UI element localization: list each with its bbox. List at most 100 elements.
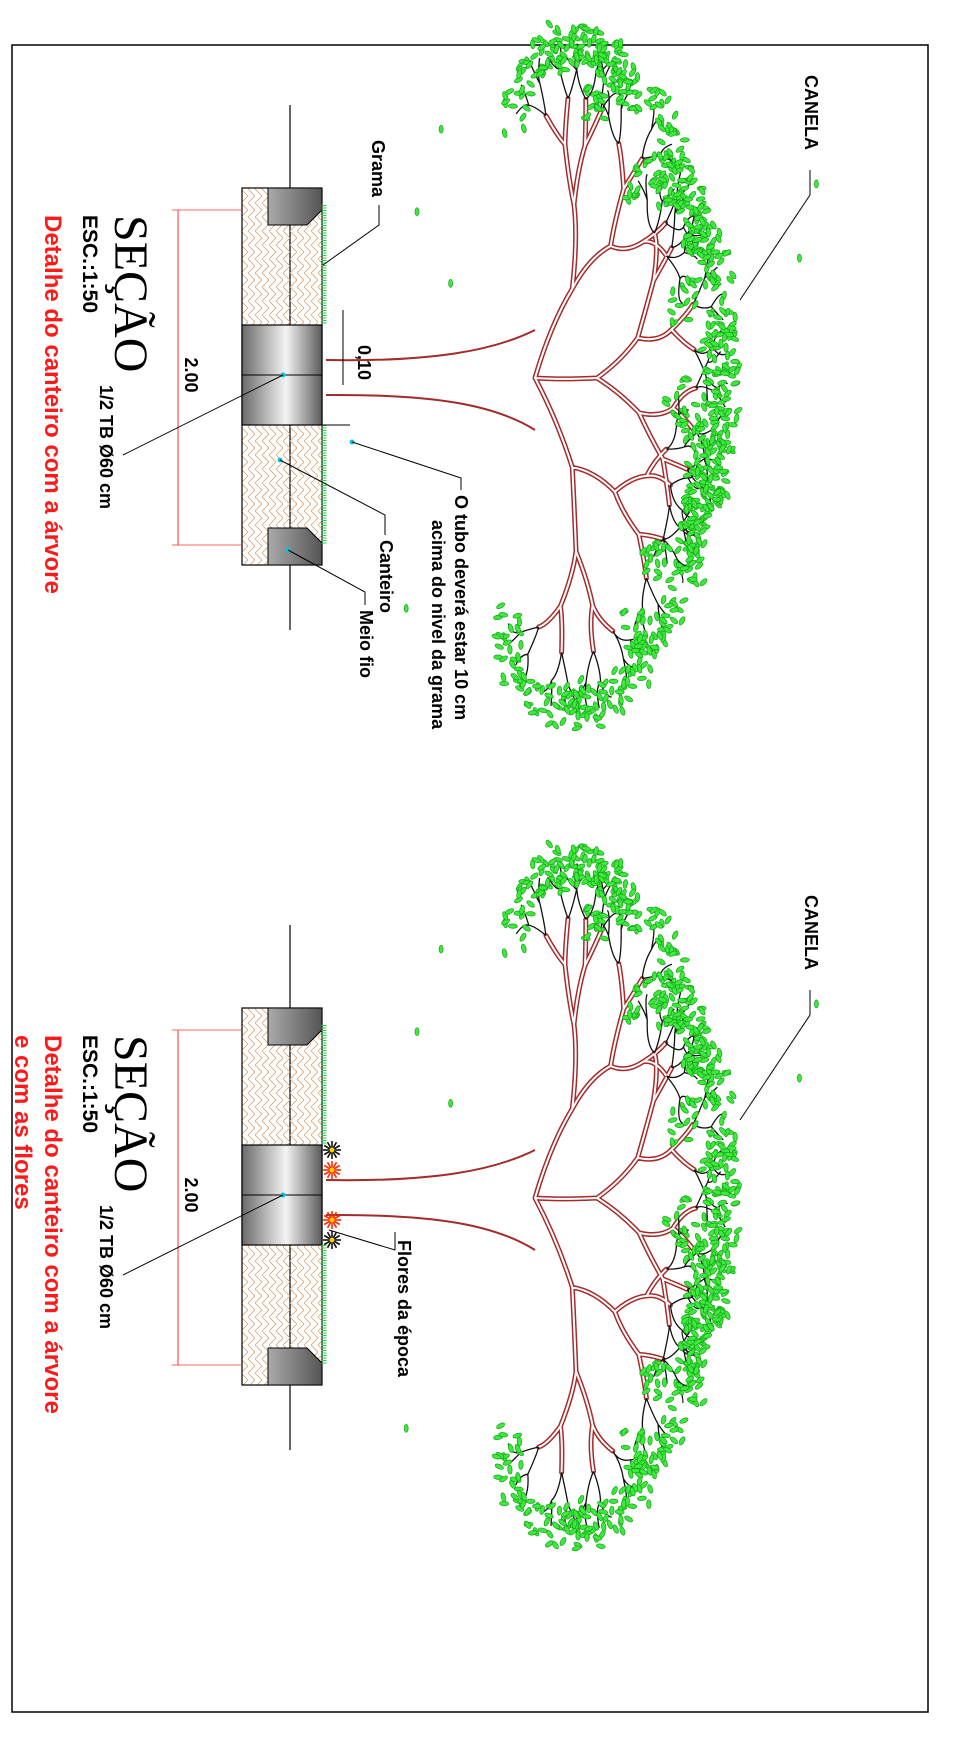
leaf <box>515 1472 521 1482</box>
leaf <box>516 889 522 899</box>
leaf <box>572 689 580 699</box>
leaf <box>702 379 712 387</box>
leaf <box>697 259 707 266</box>
leaf <box>634 923 643 933</box>
leaf <box>617 898 624 909</box>
leaf <box>616 919 626 926</box>
leaf <box>695 1286 701 1297</box>
curb <box>267 527 323 566</box>
leaf <box>653 989 662 997</box>
leaf <box>699 1050 708 1058</box>
leaf <box>713 1285 724 1291</box>
leaf <box>668 172 676 182</box>
leaf <box>609 1505 615 1516</box>
leader <box>739 170 811 301</box>
leaf <box>699 473 708 481</box>
leaf <box>530 52 539 60</box>
leaf <box>648 1373 654 1383</box>
leaf <box>667 308 676 316</box>
branches-inner <box>534 97 697 654</box>
leaf <box>727 422 738 428</box>
leaf <box>696 442 706 449</box>
leaf <box>646 1466 653 1476</box>
leaf <box>532 683 542 689</box>
leaf <box>733 407 743 414</box>
caption: Detalhe do canteiro com a árvore <box>39 1035 66 1414</box>
leaf <box>632 1482 639 1493</box>
leaf <box>664 95 672 105</box>
leaf <box>709 1255 716 1265</box>
branches-outline <box>532 916 699 1475</box>
leaf <box>403 1423 409 1433</box>
leaf <box>710 1069 721 1075</box>
leaf <box>523 1520 532 1529</box>
leaf <box>551 701 560 710</box>
leaf <box>699 578 708 587</box>
leaf <box>668 992 676 1002</box>
leaf <box>710 389 721 395</box>
leaf <box>717 322 727 331</box>
leaf <box>701 402 707 412</box>
leaf <box>559 876 568 885</box>
leaf <box>674 545 682 555</box>
leaf <box>641 568 651 575</box>
leaf <box>709 435 716 445</box>
leaf <box>507 1464 513 1475</box>
leaf <box>716 227 723 238</box>
leaf <box>691 499 698 509</box>
leaf <box>720 415 731 422</box>
leaf <box>685 1067 693 1076</box>
leaf <box>525 911 536 917</box>
leaf <box>518 1460 524 1470</box>
leaf <box>545 19 553 29</box>
leaf <box>559 56 568 65</box>
leaf <box>683 297 691 307</box>
leaf <box>684 1324 690 1335</box>
leaf <box>613 859 620 870</box>
leaf <box>668 950 678 957</box>
leaf <box>730 380 740 387</box>
leaf <box>649 1464 660 1471</box>
leaf <box>685 555 695 563</box>
leaf <box>703 1161 714 1168</box>
leaf <box>705 243 716 251</box>
scale-label: ESC.:1:50 <box>78 1035 101 1133</box>
leaf <box>706 309 716 317</box>
leaf <box>519 112 527 122</box>
leaf <box>592 701 600 711</box>
leaf <box>521 123 527 134</box>
caption: e com as flores <box>9 1035 36 1210</box>
leaf <box>696 1262 706 1269</box>
leaf <box>582 33 588 44</box>
leaf <box>512 1432 523 1439</box>
leaf <box>692 206 700 216</box>
leaf <box>544 692 554 699</box>
leaf <box>724 331 734 338</box>
leaf <box>510 1493 519 1501</box>
leaf <box>686 993 694 1002</box>
leaf <box>568 57 575 67</box>
leaf <box>634 1005 641 1015</box>
leaf <box>601 701 607 712</box>
leaf <box>582 853 588 864</box>
leaf <box>560 1510 570 1518</box>
leaf <box>691 1111 699 1120</box>
leaf <box>620 1444 631 1450</box>
leaf <box>602 895 608 906</box>
leaf <box>661 400 671 407</box>
leaf <box>438 124 444 134</box>
leaf <box>577 675 585 684</box>
leaf <box>697 346 707 353</box>
leaf <box>702 1199 712 1207</box>
leaf <box>714 1226 720 1236</box>
leaf <box>730 1200 740 1207</box>
leaf <box>661 557 668 568</box>
leaf <box>664 915 672 925</box>
bed-label: Canteiro <box>376 540 396 613</box>
flower-center <box>329 1217 335 1223</box>
leaf <box>705 1140 712 1151</box>
leaf <box>648 553 654 563</box>
leaf <box>706 349 712 360</box>
leaf <box>707 473 714 483</box>
